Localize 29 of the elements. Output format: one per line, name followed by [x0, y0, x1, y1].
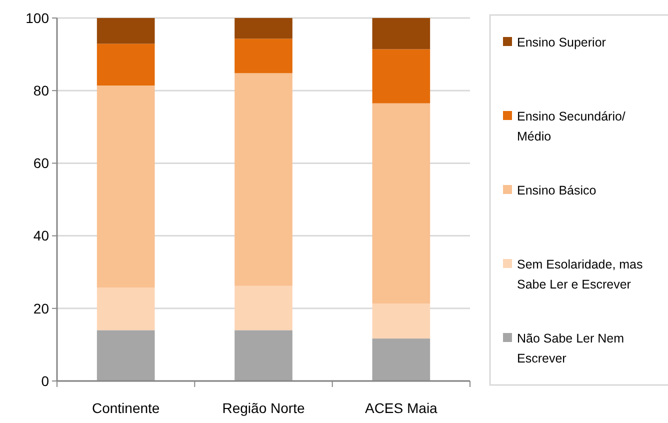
y-tick-label: 80	[33, 82, 50, 98]
bar	[96, 44, 155, 86]
x-tick-label: Região Norte	[222, 400, 305, 416]
y-tick-label: 20	[33, 300, 50, 316]
x-tick-label: ACES Maia	[364, 400, 438, 416]
bar	[372, 49, 430, 104]
bar	[372, 304, 430, 339]
bar	[234, 286, 292, 330]
bar	[372, 103, 430, 304]
bar	[96, 18, 155, 44]
y-tick-label: 100	[26, 10, 50, 26]
legend-label: Sem Esolaridade, mas Sabe Ler e Escrever	[517, 257, 643, 292]
bar	[372, 18, 430, 50]
bar	[234, 330, 292, 381]
bar	[372, 338, 430, 381]
bar	[96, 86, 155, 288]
bar	[234, 18, 292, 39]
y-tick-label: 0	[41, 372, 50, 389]
bar	[234, 38, 292, 74]
y-tick-label: 60	[33, 155, 50, 172]
y-tick-label: 40	[33, 228, 50, 244]
legend-label: Ensino Básico	[517, 183, 596, 198]
legend-label: Não Sabe Ler Nem Escrever	[517, 331, 624, 366]
bar	[96, 288, 155, 330]
legend-label: Ensino Secundário/ Médio	[517, 109, 626, 144]
x-tick-label: Continente	[92, 400, 160, 416]
bar	[234, 73, 292, 286]
legend-label: Ensino Superior	[517, 35, 606, 50]
bar	[96, 330, 155, 381]
